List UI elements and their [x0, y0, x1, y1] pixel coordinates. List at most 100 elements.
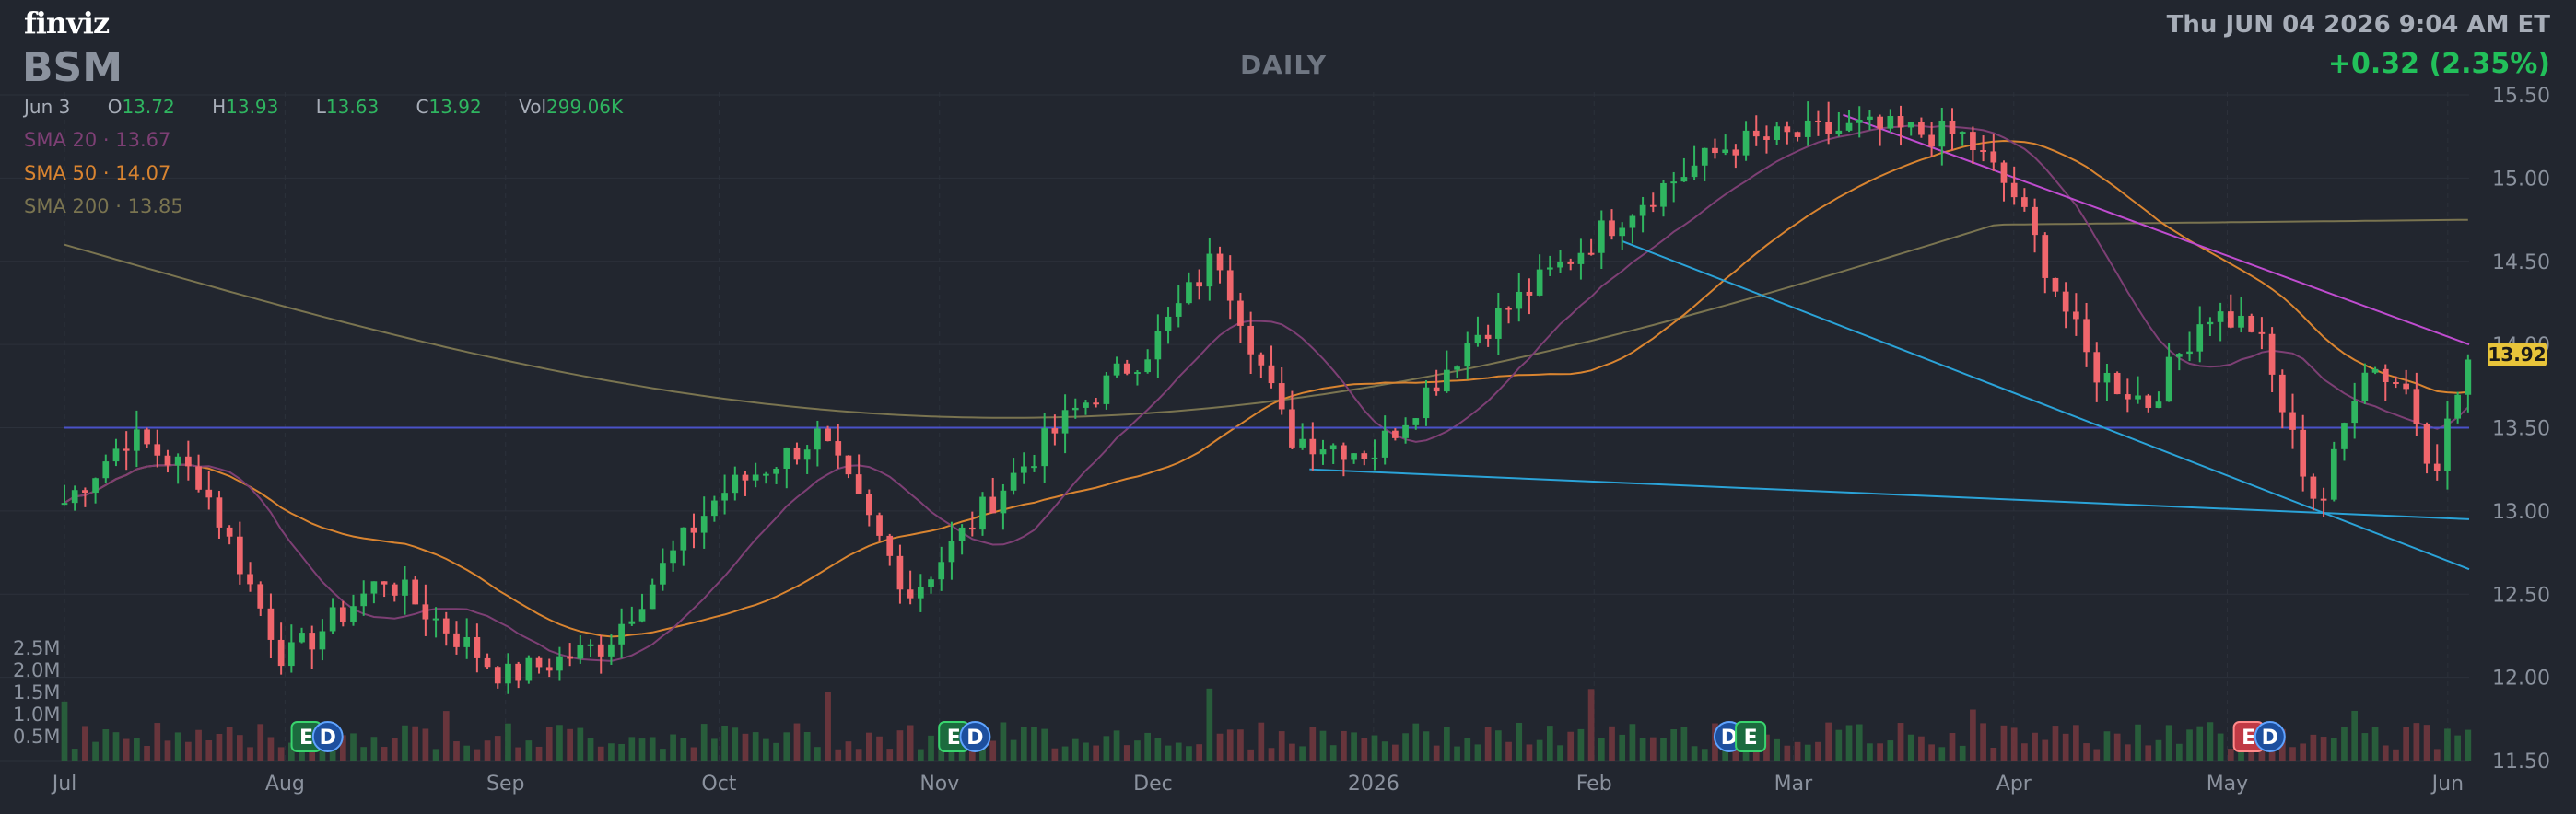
volume-bar — [1835, 729, 1843, 761]
candle-body — [989, 496, 997, 514]
volume-bar — [2393, 749, 2399, 761]
volume-bar — [2010, 727, 2018, 761]
candle-body — [2320, 498, 2327, 501]
volume-bar — [154, 723, 161, 761]
volume-bar — [463, 745, 471, 761]
volume-bar — [1196, 744, 1202, 761]
volume-bar — [494, 736, 501, 761]
volume-bar — [1907, 734, 1914, 761]
candle-body — [92, 478, 99, 494]
time-tick-label: Jun — [2430, 773, 2464, 796]
volume-bar — [123, 738, 130, 761]
volume-bar — [2083, 743, 2090, 761]
candle-body — [2310, 476, 2317, 499]
volume-bar — [1784, 745, 1791, 761]
volume-bar — [1474, 744, 1481, 761]
candle-body — [1887, 116, 1894, 129]
volume-tick-label: 0.5M — [13, 726, 61, 748]
volume-bar — [144, 745, 150, 761]
time-tick-label: Oct — [701, 773, 736, 796]
volume-bar — [2351, 710, 2359, 761]
volume-bar — [556, 725, 563, 761]
candle-body — [505, 663, 511, 684]
candle-body — [226, 527, 233, 537]
volume-tick-label: 2.5M — [13, 637, 61, 659]
candle-body — [442, 618, 450, 634]
volume-bar — [1361, 738, 1368, 761]
volume-bar — [907, 725, 914, 761]
volume-bar — [2135, 724, 2141, 761]
candle-body — [2186, 351, 2193, 355]
candle-body — [2155, 401, 2162, 408]
volume-bar — [1619, 734, 1626, 761]
candle-body — [628, 621, 636, 624]
sma20-legend[interactable]: SMA 20 · 13.67 — [24, 129, 171, 151]
candle-body — [360, 593, 368, 607]
volume-bar — [2196, 726, 2204, 761]
volume-bar — [773, 742, 779, 761]
candle-body — [1856, 119, 1863, 123]
candle-body — [515, 663, 522, 681]
time-tick-label: Mar — [1774, 773, 1813, 796]
candle-body — [1701, 147, 1708, 166]
candle-body — [1175, 303, 1182, 317]
candle-body — [412, 579, 419, 605]
volume-bar — [732, 727, 739, 761]
volume-bar — [247, 747, 253, 761]
volume-bar — [2052, 726, 2059, 761]
candle-body — [917, 587, 924, 599]
candle-body — [835, 441, 842, 456]
candle-body — [1051, 428, 1059, 434]
volume-bar — [350, 733, 357, 761]
candle-body — [1041, 428, 1048, 467]
candle-body — [535, 657, 543, 668]
time-tick-label: Sep — [486, 773, 524, 796]
candle-body — [1794, 132, 1801, 137]
candle-body — [350, 606, 357, 622]
volume-bar — [391, 738, 398, 761]
volume-bar — [360, 747, 368, 761]
candle-body — [144, 429, 150, 445]
event-label: D — [320, 727, 336, 750]
volume-bar — [1134, 740, 1141, 761]
candle-body — [938, 562, 945, 580]
candle-body — [1258, 354, 1265, 366]
candle-body — [1113, 363, 1120, 376]
volume-bar — [71, 749, 78, 761]
market-datetime: Thu JUN 04 2026 9:04 AM ET — [2166, 11, 2550, 39]
volume-tick-label: 1.5M — [13, 681, 61, 704]
sma50-legend[interactable]: SMA 50 · 14.07 — [24, 162, 171, 184]
candle-body — [545, 667, 553, 671]
volume-bar — [1949, 732, 1956, 761]
candle-body — [2258, 331, 2266, 334]
volume-bar — [1526, 744, 1533, 761]
sma200-legend[interactable]: SMA 200 · 13.85 — [24, 195, 183, 217]
volume-bar — [1226, 729, 1234, 761]
ohlc-date: Jun 3 — [24, 96, 71, 118]
candle-body — [1587, 252, 1595, 255]
candle-body — [2248, 315, 2255, 332]
candle-body — [2165, 356, 2172, 402]
candle-body — [1123, 363, 1130, 374]
candle-body — [721, 493, 728, 501]
candle-body — [1392, 430, 1399, 438]
volume-bar — [1247, 749, 1254, 761]
event-label: D — [2262, 727, 2278, 750]
candle-body — [381, 581, 388, 585]
volume-bar — [1392, 744, 1399, 761]
volume-bar — [2454, 735, 2461, 761]
volume-bar — [1309, 727, 1317, 761]
candle-body — [896, 555, 904, 590]
volume-bar — [112, 732, 120, 761]
candle-body — [752, 474, 759, 481]
volume-bar — [866, 732, 872, 761]
candle-body — [1670, 181, 1678, 184]
candle-body — [1763, 136, 1770, 140]
volume-bar — [1020, 727, 1027, 761]
volume-bar — [164, 740, 171, 761]
candle-body — [1712, 147, 1718, 154]
volume-tick-label: 2.0M — [13, 659, 61, 681]
price-tick-label: 13.50 — [2492, 418, 2550, 441]
finviz-logo[interactable]: finviz — [24, 6, 110, 41]
